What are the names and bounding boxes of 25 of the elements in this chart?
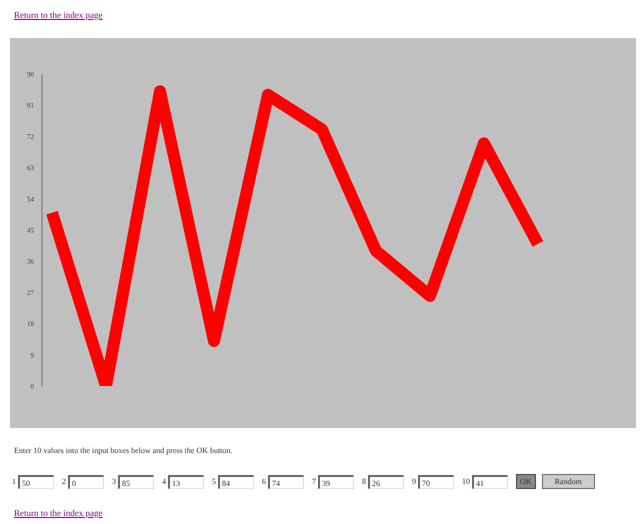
text: Enter 10 values into the input boxes below and press the OK button.: [14, 446, 232, 455]
text: 6: [262, 477, 266, 486]
ok-button: OK: [516, 474, 536, 489]
input-field: 13: [168, 474, 204, 488]
text: 1: [12, 477, 16, 486]
text: 5: [212, 477, 216, 486]
text: 9: [412, 477, 416, 486]
text: 2: [62, 477, 66, 486]
text: Return to the index page: [14, 508, 102, 518]
input-field: 70: [418, 474, 454, 488]
text: 7: [312, 477, 316, 486]
input-field: 26: [368, 474, 404, 488]
text: 10: [462, 477, 470, 486]
input-field: 41: [472, 474, 508, 488]
input-field: 85: [118, 474, 154, 488]
input-field: 39: [318, 474, 354, 488]
input-field: 0: [68, 474, 104, 488]
text: 4: [162, 477, 166, 486]
text: Return to the index page: [14, 10, 102, 20]
input-field: 74: [268, 474, 304, 488]
input-field: 50: [18, 474, 54, 488]
input-field: 84: [218, 474, 254, 488]
text: 3: [112, 477, 116, 486]
random-button: Random: [542, 474, 595, 489]
text: 8: [362, 477, 366, 486]
